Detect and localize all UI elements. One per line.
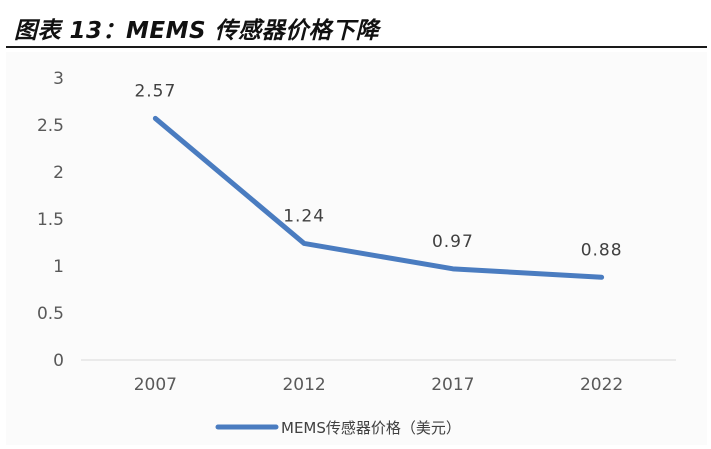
y-tick-label: 2	[53, 163, 64, 183]
x-tick-label: 2012	[282, 375, 325, 395]
x-axis-ticks: 2007 2012 2017 2022	[134, 375, 624, 395]
data-label: 1.24	[283, 206, 325, 226]
figure-title: 图表 13：MEMS 传感器价格下降	[14, 18, 380, 44]
y-axis-ticks: 0 0.5 1 1.5 2 2.5 3	[37, 69, 64, 371]
y-tick-label: 0.5	[37, 304, 64, 324]
x-tick-label: 2007	[134, 375, 177, 395]
y-tick-label: 0	[53, 351, 64, 371]
figure-header: 图表 13：MEMS 传感器价格下降	[0, 0, 711, 52]
data-labels: 2.57 1.24 0.97 0.88	[134, 81, 623, 260]
line-chart: 0 0.5 1 1.5 2 2.5 3 2007 2012 2017 2022 2.57 1.24 0…	[37, 69, 676, 437]
series-line	[152, 115, 605, 280]
title-divider	[6, 46, 707, 48]
legend: MEMS传感器价格（美元）	[215, 419, 461, 437]
y-tick-label: 1	[53, 257, 64, 277]
y-tick-label: 1.5	[37, 210, 64, 230]
legend-label: MEMS传感器价格（美元）	[281, 419, 461, 437]
data-label: 2.57	[134, 81, 176, 101]
x-tick-label: 2017	[431, 375, 474, 395]
data-label: 0.88	[581, 240, 623, 260]
chart-area: 0 0.5 1 1.5 2 2.5 3 2007 2012 2017 2022 2.57 1.24 0…	[6, 52, 707, 445]
data-label: 0.97	[432, 232, 474, 252]
y-tick-label: 2.5	[37, 116, 64, 136]
x-tick-label: 2022	[580, 375, 623, 395]
y-tick-label: 3	[53, 69, 64, 89]
